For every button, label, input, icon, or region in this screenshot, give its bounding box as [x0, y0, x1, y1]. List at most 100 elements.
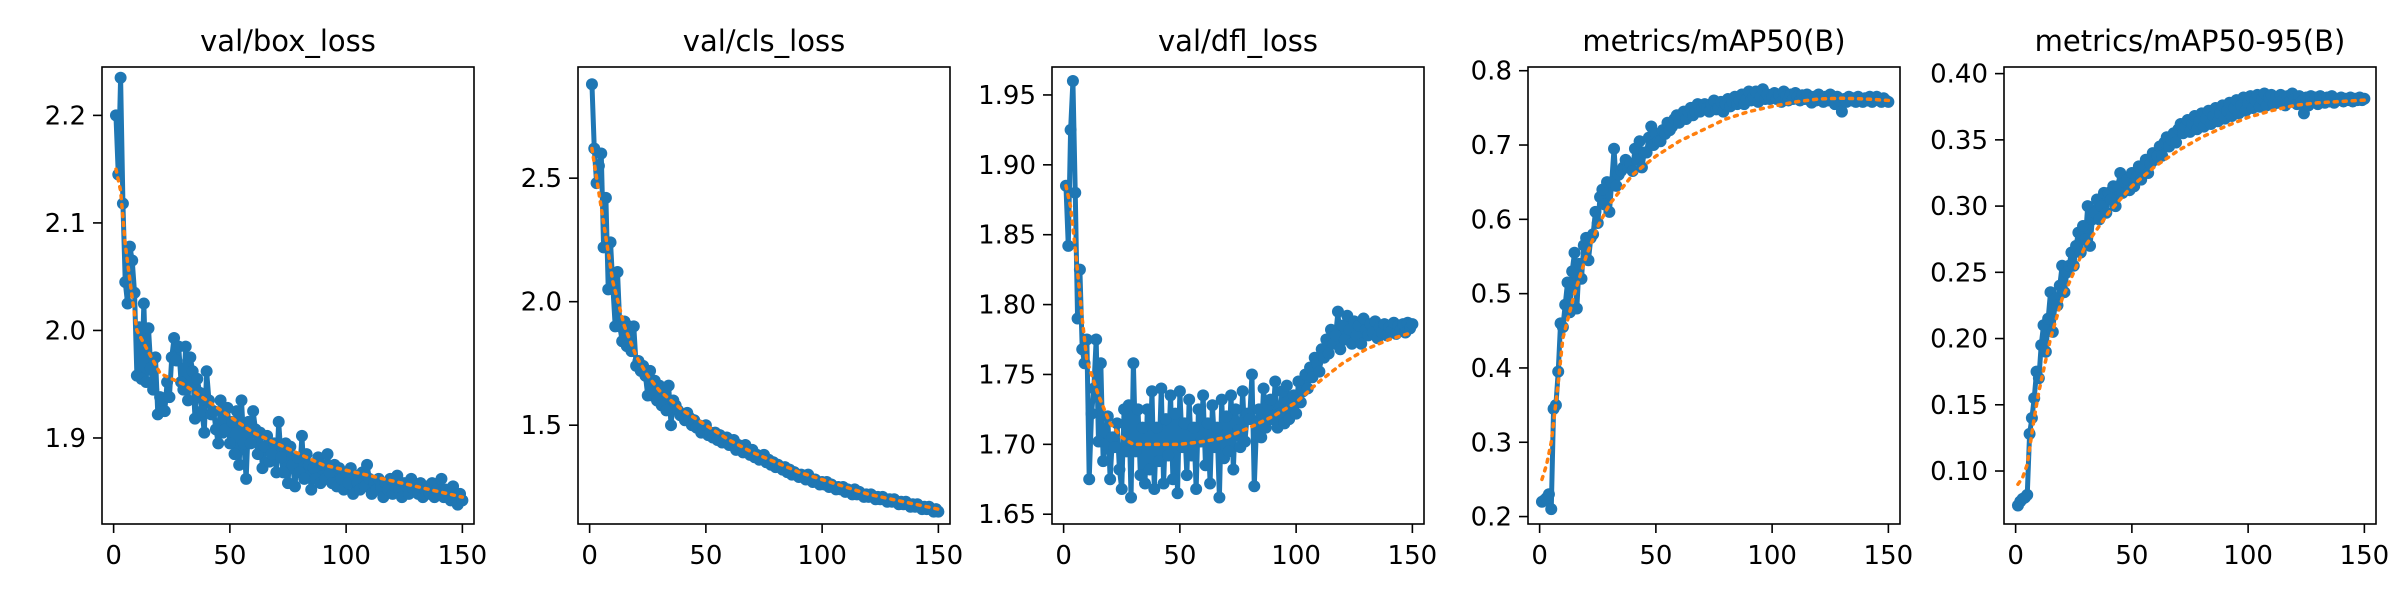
subplot-2: val/cls_loss 0 50 100 150 1.5 2.0 2.5 — [521, 24, 964, 571]
x-tick-label: 100 — [1271, 541, 1321, 571]
results-point — [1125, 491, 1138, 504]
results-point — [1236, 385, 1249, 398]
x-tick-label: 150 — [1388, 541, 1438, 571]
results-point — [1229, 403, 1242, 416]
results-point — [1589, 205, 1602, 218]
y-tick-label: 1.9 — [45, 424, 86, 454]
results-point — [182, 394, 195, 407]
results-point — [1570, 302, 1583, 315]
results-point — [272, 415, 285, 428]
results-point — [1208, 441, 1221, 454]
results-point — [1129, 445, 1142, 458]
results-point — [585, 78, 598, 91]
y-tick-label: 0.40 — [1930, 60, 1988, 90]
results-point — [1143, 463, 1156, 476]
results-point — [1069, 186, 1082, 199]
results-point — [291, 451, 304, 464]
results-point — [1157, 477, 1170, 490]
y-tick-label: 1.95 — [978, 81, 1036, 111]
results-point — [223, 437, 236, 450]
results-point — [1222, 445, 1235, 458]
results-point — [1290, 407, 1303, 420]
results-line — [589, 84, 941, 515]
x-tick-label: 100 — [797, 541, 847, 571]
y-tick-label: 0.35 — [1930, 126, 1988, 156]
subplot-4: metrics/mAP50(B) 0 50 100 150 0.2 0.3 0.4 0.5 0.6… — [1471, 24, 1914, 571]
results-point — [1301, 382, 1314, 395]
y-tick-label: 1.80 — [978, 291, 1036, 321]
results-point — [361, 458, 374, 471]
results-point — [627, 320, 640, 333]
results-point — [1355, 337, 1368, 350]
smooth-line — [114, 167, 465, 499]
results-point — [177, 383, 190, 396]
results-point — [1187, 421, 1200, 434]
axes-frame — [101, 66, 475, 525]
results-point — [200, 365, 213, 378]
results-point — [198, 426, 211, 439]
y-tick-label: 1.85 — [978, 221, 1036, 251]
results-point — [1094, 357, 1107, 370]
results-point — [1608, 142, 1621, 155]
results-point — [179, 340, 192, 353]
results-point — [1406, 318, 1419, 331]
results-point — [1115, 483, 1128, 496]
x-tick-label: 100 — [321, 541, 371, 571]
results-point — [1313, 365, 1326, 378]
results-point — [212, 437, 225, 450]
results-point — [321, 448, 334, 461]
results-point — [1171, 487, 1184, 500]
results-point — [342, 477, 355, 490]
results-point — [1227, 463, 1240, 476]
results-point — [233, 458, 246, 471]
y-tick-label: 0.5 — [1471, 280, 1512, 310]
results-point — [1066, 74, 1079, 87]
y-tick-label: 1.5 — [521, 411, 562, 441]
results-point — [1169, 407, 1182, 420]
results-point — [161, 376, 174, 389]
x-tick-label: 0 — [1055, 541, 1072, 571]
results-point — [2021, 488, 2034, 501]
results-point — [109, 109, 122, 122]
results-point — [1264, 393, 1277, 406]
results-point — [1280, 379, 1293, 392]
y-tick-label: 0.10 — [1930, 457, 1988, 487]
x-tick-label: 50 — [1163, 541, 1196, 571]
results-point — [137, 297, 150, 310]
results-point — [391, 469, 404, 482]
results-point — [1159, 413, 1172, 426]
axes-frame — [1051, 66, 1425, 525]
results-point — [1190, 483, 1203, 496]
results-point — [230, 405, 243, 418]
y-tick-label: 0.8 — [1471, 57, 1512, 87]
results-point — [1113, 463, 1126, 476]
results-point — [1331, 305, 1344, 318]
results-point — [611, 266, 624, 279]
results-point — [1083, 473, 1096, 486]
subplot-title: val/cls_loss — [683, 24, 845, 58]
results-point — [1206, 399, 1219, 412]
y-tick-label: 2.0 — [521, 288, 562, 318]
results-point — [1199, 459, 1212, 472]
results-point — [288, 480, 301, 493]
results-point — [1108, 441, 1121, 454]
results-point — [1120, 445, 1133, 458]
y-tick-label: 0.7 — [1471, 131, 1512, 161]
x-tick-label: 150 — [914, 541, 964, 571]
results-point — [214, 394, 227, 407]
results-point — [298, 472, 311, 485]
results-point — [1329, 329, 1342, 342]
results-point — [1334, 343, 1347, 356]
results-point — [595, 147, 608, 160]
results-point — [1197, 389, 1210, 402]
results-point — [1545, 503, 1558, 516]
results-point — [1238, 435, 1251, 448]
x-tick-label: 0 — [2007, 541, 2024, 571]
subplot-title: metrics/mAP50(B) — [1582, 24, 1845, 58]
x-tick-label: 0 — [105, 541, 122, 571]
results-point — [1245, 368, 1258, 381]
subplot-title: val/box_loss — [200, 24, 376, 58]
results-point — [158, 405, 171, 418]
x-tick-label: 100 — [2223, 541, 2273, 571]
